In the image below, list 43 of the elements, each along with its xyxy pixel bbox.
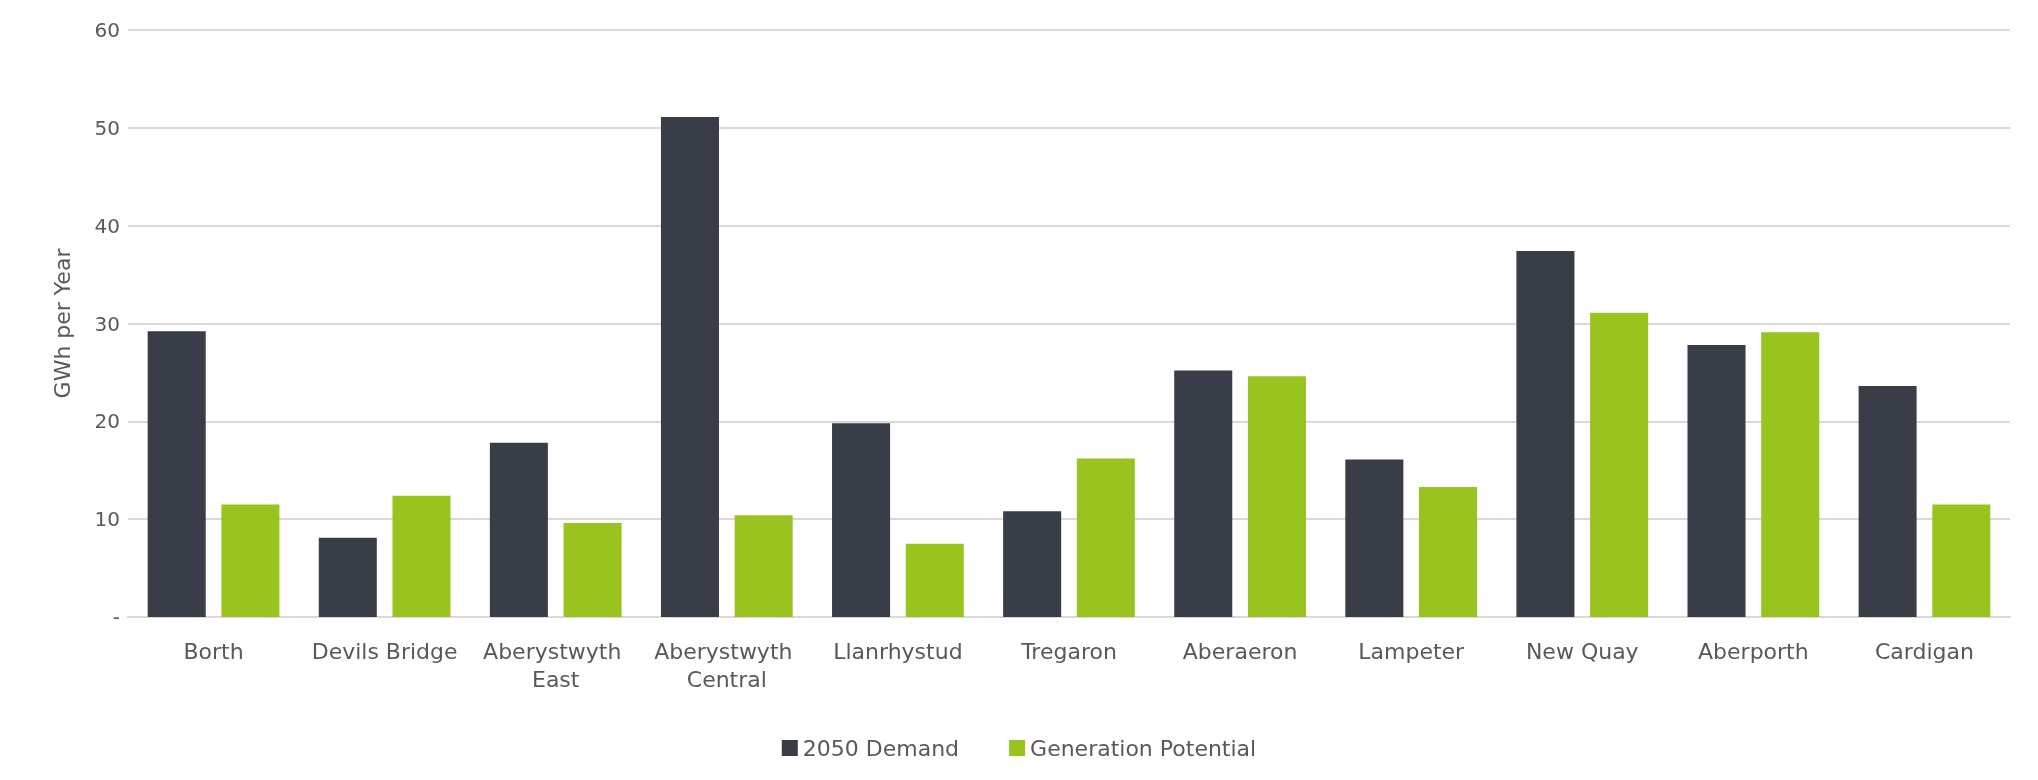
bar [1590,312,1649,617]
x-tick-label: Devils Bridge [311,638,458,664]
x-tick-label: Aberporth [1698,638,1809,664]
x-tick-label: Borth [183,638,244,664]
legend-label: 2050 Demand [802,735,960,761]
x-tick-label: New Quay [1525,638,1639,664]
y-tick-label: 30 [94,311,120,336]
bar [1345,459,1404,617]
x-tick-label: Llanrhystud [833,638,963,664]
bar [392,495,451,617]
x-tick-label: Aberaeron [1182,638,1298,664]
bar [1516,251,1575,617]
bar [734,515,793,617]
bar [1003,511,1062,617]
x-tick-label: Aberystwyth Central [654,638,800,692]
bar [318,537,377,617]
y-tick-label: - [112,605,120,629]
bar [905,543,964,617]
bar [1419,486,1478,617]
bar [1076,458,1135,617]
x-tick-label: Aberystwyth East [483,638,629,692]
y-axis-title: GWh per Year [49,247,75,399]
bar [489,442,548,617]
y-tick-label: 20 [94,409,120,434]
y-tick-label: 40 [94,213,120,238]
bar [660,117,719,617]
bar [1247,376,1306,617]
bar [1687,345,1746,617]
y-tick-label: 50 [94,115,120,140]
bar [563,523,622,617]
x-tick-label: Tregaron [1020,638,1117,664]
bar [832,423,891,617]
legend-label: Generation Potential [1030,735,1257,761]
y-tick-label: 60 [94,18,120,42]
x-tick-label: Cardigan [1874,638,1974,664]
bar [1174,370,1233,617]
bar [1761,332,1820,617]
x-tick-label: Lampeter [1358,638,1466,664]
bar [221,504,280,617]
bar [1858,386,1917,617]
y-tick-label: 10 [94,507,120,532]
bar [147,331,206,617]
bar [1932,504,1991,617]
